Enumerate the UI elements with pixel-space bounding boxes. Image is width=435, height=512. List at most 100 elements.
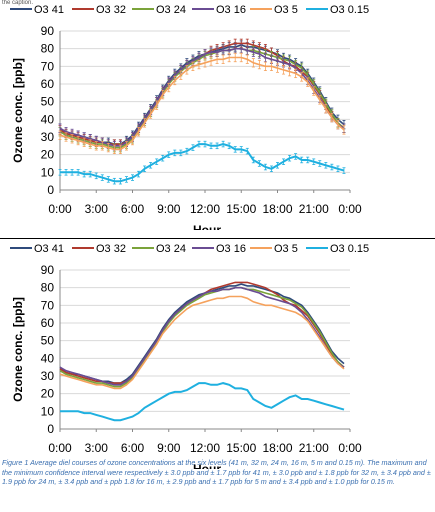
y-tick-label: 20 (41, 148, 55, 162)
error-bar (58, 169, 62, 176)
error-bar (251, 47, 255, 57)
error-bar (276, 162, 279, 169)
error-bar (118, 177, 122, 185)
error-bar (342, 167, 346, 174)
y-tick-label: 90 (41, 24, 55, 38)
error-bar (191, 61, 195, 71)
error-bar (209, 56, 213, 66)
error-bar (137, 170, 141, 178)
error-bar (300, 72, 304, 82)
error-bar (251, 58, 255, 68)
error-bar (269, 165, 273, 173)
y-tick-label: 0 (47, 183, 54, 197)
figure-caption: Figure 1 Average diel courses of ozone c… (2, 458, 431, 487)
error-bar (197, 140, 201, 148)
error-bar (276, 63, 279, 73)
error-bar (94, 141, 98, 151)
y-tick-label: 50 (41, 334, 55, 348)
error-bar (257, 49, 261, 59)
legend-label-o3-0-15: O3 0.15 (330, 243, 369, 255)
y-tick-label: 80 (41, 42, 55, 56)
series-line-o3-5 (59, 56, 345, 151)
error-bar (203, 140, 207, 148)
y-axis-title: Ozone conc. [ppb] (11, 58, 25, 163)
y-tick-label: 0 (47, 422, 54, 436)
series-o3-24 (59, 286, 345, 388)
error-bar (64, 132, 68, 142)
chart-panel-2: O3 41 O3 32 O3 24 O3 16 O3 5 O3 0.15 0 10 20 30 40… (0, 238, 435, 469)
x-tick-label: 15:00 (226, 202, 256, 216)
legend: O3 41 O3 32 O3 24 O3 16 O3 5 O3 0.15 (10, 243, 369, 255)
error-bar (215, 54, 219, 64)
y-tick-label: 30 (41, 369, 55, 383)
error-bar (124, 141, 128, 151)
error-bar (288, 66, 292, 77)
error-bar (312, 158, 316, 165)
error-bar (118, 144, 122, 155)
series-o3-0-15 (60, 382, 345, 422)
error-bar (209, 142, 213, 150)
error-bar (88, 170, 92, 178)
x-tick-label: 0:00 (338, 441, 362, 455)
series-o3-16 (58, 44, 346, 151)
ozone-chart-without-error-bars: O3 41 O3 32 O3 24 O3 16 O3 5 O3 0.15 0 10 20 30 40… (10, 243, 369, 469)
legend-label-o3-32: O3 32 (96, 4, 126, 16)
error-bar (227, 142, 231, 150)
error-bar (179, 70, 183, 80)
legend-label-o3-5: O3 5 (274, 4, 298, 16)
series-line-o3-32 (59, 281, 345, 384)
x-tick-label: 12:00 (190, 441, 220, 455)
error-bar (112, 177, 116, 185)
error-bar (324, 162, 328, 169)
y-tick-label: 30 (41, 130, 55, 144)
error-bar (330, 112, 334, 123)
error-bar (131, 174, 134, 181)
y-tick-label: 70 (41, 298, 55, 312)
error-bar (215, 142, 219, 150)
series-line-o3-0-15 (60, 382, 345, 422)
x-tick-label: 3:00 (85, 441, 109, 455)
series-line-o3-5 (59, 295, 345, 390)
error-bar (288, 154, 292, 162)
x-tick-label: 9:00 (157, 202, 181, 216)
error-bar (197, 59, 201, 70)
series-o3-0-15 (58, 140, 346, 185)
error-bar (269, 61, 273, 71)
error-bar (191, 144, 195, 151)
y-tick-label: 70 (41, 59, 55, 73)
error-bar (227, 52, 231, 63)
error-bar (221, 54, 225, 64)
y-tick-label: 10 (41, 404, 55, 418)
error-bar (318, 160, 322, 167)
error-bar (82, 170, 86, 178)
y-tick-label: 60 (41, 316, 55, 330)
y-tick-label: 60 (41, 77, 55, 91)
y-tick-label: 50 (41, 95, 55, 109)
error-bar (161, 154, 165, 162)
error-bar (336, 119, 340, 130)
error-bar (70, 169, 74, 176)
error-bar (233, 52, 237, 63)
error-bar (124, 176, 128, 183)
legend-label-o3-41: O3 41 (34, 4, 64, 16)
x-tick-label: 6:00 (121, 441, 145, 455)
legend-label-o3-16: O3 16 (216, 4, 246, 16)
x-tick-label: 3:00 (85, 202, 109, 216)
error-bar (100, 174, 104, 181)
x-tick-label: 18:00 (262, 202, 292, 216)
x-tick-label: 9:00 (157, 441, 181, 455)
series-line-o3-41 (59, 44, 345, 145)
error-bar (143, 118, 147, 128)
error-bar (76, 135, 80, 146)
error-bar (282, 158, 286, 165)
error-bar (306, 77, 310, 87)
legend: O3 41 O3 32 O3 24 O3 16 O3 5 O3 0.15 (10, 4, 369, 16)
error-bar (239, 146, 243, 153)
x-tick-label: 21:00 (299, 441, 329, 455)
error-bar (263, 163, 267, 171)
y-tick-label: 80 (41, 281, 55, 295)
error-bar (173, 149, 177, 157)
error-bar (58, 130, 62, 140)
x-tick-label: 21:00 (299, 202, 329, 216)
x-axis-title: Hour (193, 223, 221, 230)
